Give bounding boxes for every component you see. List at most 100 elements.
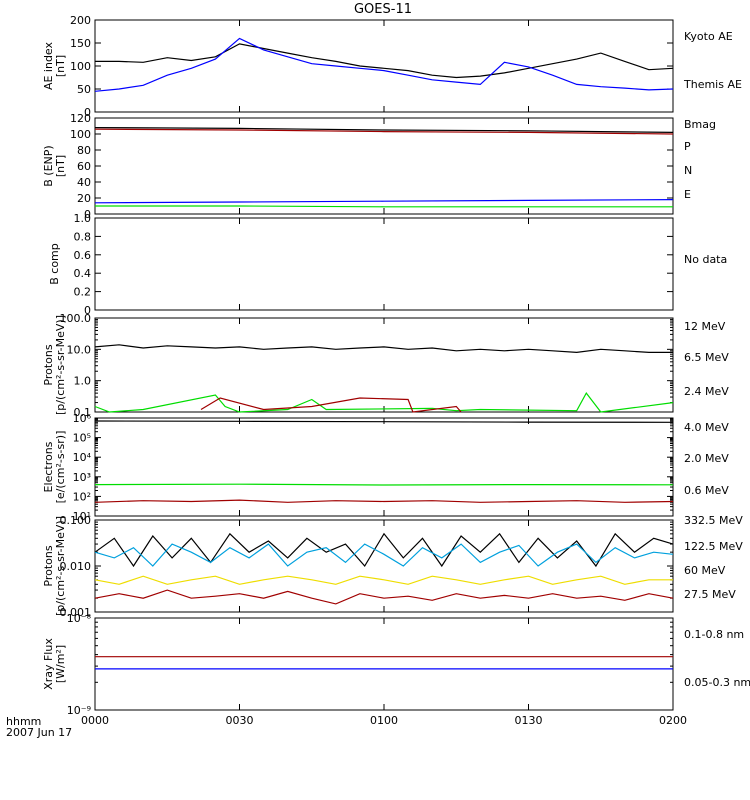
ytick-label: 10⁻⁸ <box>67 612 92 625</box>
ytick-label: 0 <box>84 208 91 221</box>
panel-1: 0 50 100 150 200 AE index [nT] Kyoto AE Themis A… <box>42 14 742 119</box>
legend-entry: 0.6 MeV <box>684 484 729 497</box>
ytick-label: 10.0 <box>67 343 92 356</box>
series-line-n <box>95 205 673 208</box>
panel-7: 10⁻⁹ 10⁻⁸ Xray Flux [W/m²] 0.1-0.8 nm 0.05-0.… <box>42 612 750 717</box>
series-line-bmag <box>94 127 674 133</box>
ytick-label: 0 <box>84 106 91 119</box>
panel-frame <box>94 217 674 311</box>
y-axis-label: B (ENP) <box>42 145 55 186</box>
ytick-label: 150 <box>70 37 91 50</box>
legend-entry: P <box>684 140 691 153</box>
ytick-label: 0.010 <box>60 560 92 573</box>
ytick-label: 100 <box>70 60 91 73</box>
legend-entry: 2.0 MeV <box>684 452 729 465</box>
panel-6: 0.001 0.010 0.100 Protons [p/(cm²-s-sr-MeV)]… <box>42 514 743 619</box>
ytick-label: 60 <box>77 160 91 173</box>
panel-5: 10¹ 10² 10³ 10⁴ 10⁵ 10⁶ Electrons [e/(cm²-s-sr)… <box>42 412 729 523</box>
ytick-label: 10⁶ <box>73 412 92 425</box>
xtick-label: 0030 <box>226 714 254 727</box>
y-axis-label: B comp <box>48 243 61 285</box>
ytick-label: 10² <box>73 490 91 503</box>
plot-title: GOES-11 <box>354 2 412 17</box>
legend-entry: No data <box>684 253 727 266</box>
panel-frame <box>94 617 674 711</box>
ytick-label: 1.0 <box>74 375 92 388</box>
legend-entry: 0.1-0.8 nm <box>684 628 744 641</box>
y-axis-label: AE index <box>42 41 55 90</box>
ytick-label: 10¹ <box>73 510 91 523</box>
series-line-2-0-mev <box>94 483 674 486</box>
series-line-themis-ae <box>95 43 674 79</box>
y-axis-label: [p/(cm²-s-sr-MeV)] <box>54 516 67 616</box>
legend-entry: 12 MeV <box>684 320 726 333</box>
date-label: 2007 Jun 17 <box>6 726 72 739</box>
series-line-kyoto-ae <box>94 37 674 92</box>
legend-entry: Bmag <box>684 118 716 131</box>
ytick-label: 20 <box>77 192 91 205</box>
ytick-label: 80 <box>77 144 91 157</box>
ytick-label: 0.6 <box>74 249 92 262</box>
y-axis-label: [e/(cm²-s-sr)] <box>54 431 67 504</box>
legend-entry: 4.0 MeV <box>684 421 729 434</box>
series-line-122-5-mev <box>94 575 673 585</box>
y-axis-label: Protons <box>42 545 55 586</box>
ytick-label: 40 <box>77 176 91 189</box>
ytick-label: 100.0 <box>60 312 92 325</box>
legend-entry: Themis AE <box>683 78 742 91</box>
panel-3: 0 0.2 0.4 0.6 0.8 1.0 B comp No data <box>48 212 727 317</box>
xtick-label: 0130 <box>515 714 543 727</box>
legend-entry: 27.5 MeV <box>684 588 736 601</box>
y-axis-label: Electrons <box>42 441 55 492</box>
y-axis-label: Protons <box>42 344 55 385</box>
legend-entry: 60 MeV <box>684 564 726 577</box>
series-line-p <box>94 128 674 135</box>
legend-entry: 0.05-0.3 nm <box>684 676 750 689</box>
ytick-label: 50 <box>77 83 91 96</box>
series-line-332-5-mev <box>94 589 674 605</box>
series-line-2-4-mev <box>94 344 673 354</box>
series-line-e <box>94 199 674 204</box>
ytick-label: 120 <box>70 112 91 125</box>
y-axis-label: [nT] <box>54 55 67 77</box>
ytick-label: 0.1 <box>74 406 92 419</box>
y-axis-label: [W/m²] <box>54 645 67 683</box>
legend-entry: N <box>684 164 692 177</box>
legend-entry: 122.5 MeV <box>684 540 743 553</box>
ytick-label: 10⁻⁹ <box>67 704 91 717</box>
ytick-label: 10³ <box>73 471 91 484</box>
y-axis-label: [p/(cm²-s-sr-MeV)] <box>54 315 67 415</box>
time-label: hhmm <box>6 715 41 728</box>
series-line-0-6-mev <box>94 420 674 423</box>
legend-entry: Kyoto AE <box>684 30 733 43</box>
legend-entry: E <box>684 188 691 201</box>
ytick-label: 10⁴ <box>73 451 92 464</box>
ytick-label: 0.100 <box>60 514 92 527</box>
panel-frame <box>94 317 674 413</box>
series-line-12-mev <box>200 397 462 413</box>
ytick-label: 0 <box>84 304 91 317</box>
series-line-60-mev <box>94 543 674 567</box>
panel-4: 0.1 1.0 10.0 100.0 Protons [p/(cm²-s-sr-MeV)]… <box>42 312 729 419</box>
series-line-27-5-mev <box>94 532 674 568</box>
y-axis-label: Xray Flux <box>42 638 55 690</box>
series-line-6-5-mev <box>94 392 674 413</box>
y-axis-label: [nT] <box>54 155 67 177</box>
xtick-label: 0200 <box>659 714 687 727</box>
ytick-label: 0.001 <box>60 606 92 619</box>
ytick-label: 0.4 <box>74 267 92 280</box>
legend-entry: 332.5 MeV <box>684 514 743 527</box>
ytick-label: 10⁵ <box>73 432 91 445</box>
ytick-label: 0.8 <box>74 230 92 243</box>
ytick-label: 200 <box>70 14 91 27</box>
xtick-label: 0000 <box>81 714 109 727</box>
panel-frame <box>94 19 674 113</box>
legend-entry: 2.4 MeV <box>684 385 729 398</box>
ytick-label: 0.2 <box>74 286 92 299</box>
ytick-label: 100 <box>70 128 91 141</box>
xtick-label: 0100 <box>370 714 398 727</box>
series-line-4-0-mev <box>94 499 674 503</box>
legend-entry: 6.5 MeV <box>684 351 729 364</box>
